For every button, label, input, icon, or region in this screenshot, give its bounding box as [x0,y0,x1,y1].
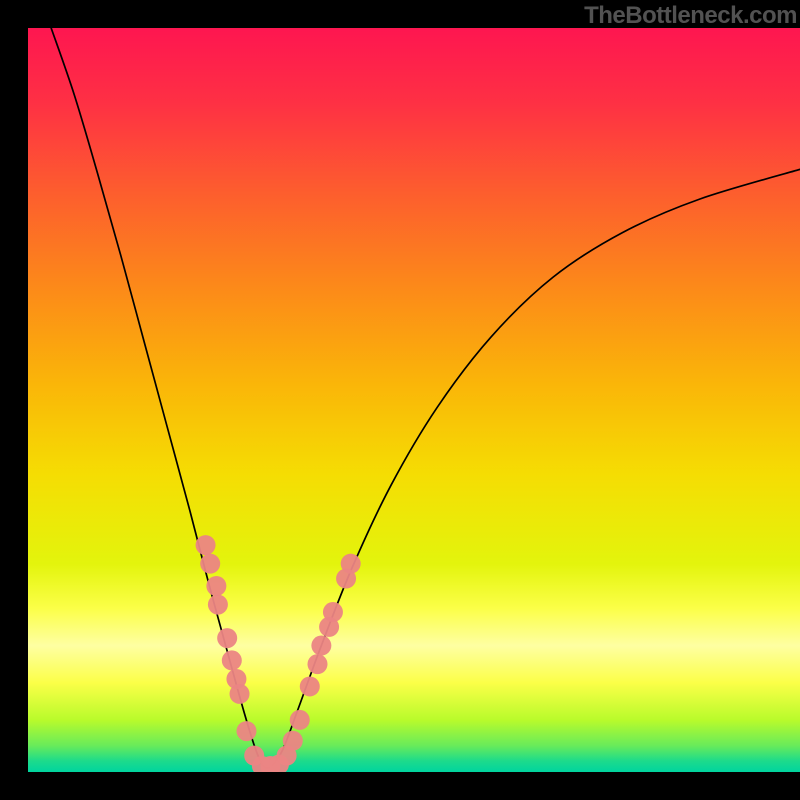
scatter-point [200,554,220,574]
gradient-background [28,28,800,772]
scatter-point [222,650,242,670]
scatter-point [230,684,250,704]
scatter-point [196,535,216,555]
scatter-point [290,710,310,730]
scatter-point [208,595,228,615]
watermark-text: TheBottleneck.com [584,2,797,30]
scatter-point [341,554,361,574]
scatter-point [283,731,303,751]
scatter-point [323,602,343,622]
scatter-point [206,576,226,596]
scatter-point [308,654,328,674]
chart-svg [28,28,800,772]
scatter-point [217,628,237,648]
scatter-point [236,721,256,741]
scatter-point [311,636,331,656]
scatter-point [300,676,320,696]
chart-plot-area [28,28,800,772]
